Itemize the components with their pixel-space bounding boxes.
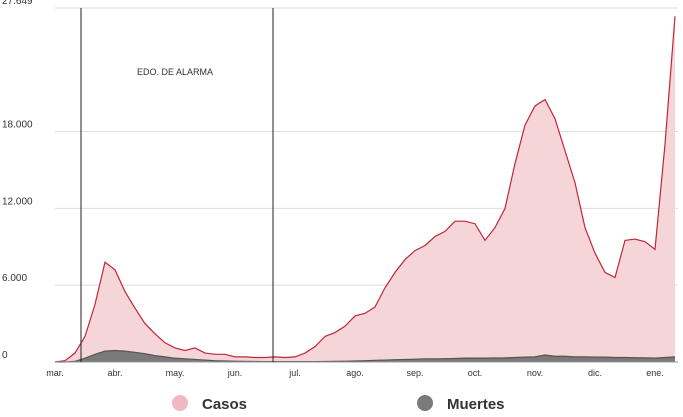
x-tick-label: jun.: [227, 368, 243, 378]
legend-label: Casos: [202, 396, 247, 413]
y-tick-label: 0: [2, 350, 8, 361]
x-tick-label: may.: [166, 368, 185, 378]
line: [54, 16, 676, 363]
area: [55, 350, 675, 362]
line: [55, 349, 676, 363]
legend-marker: [172, 395, 188, 411]
y-tick-label: 12.000: [2, 196, 33, 207]
y-tick-label: 18.000: [2, 120, 33, 131]
x-tick-label: oct.: [468, 368, 483, 378]
x-tick-label: dic.: [588, 368, 602, 378]
x-tick-label: jul.: [288, 368, 301, 378]
x-tick-label: sep.: [406, 368, 423, 378]
x-tick-label: nov.: [527, 368, 543, 378]
x-tick-label: abr.: [107, 368, 122, 378]
y-tick-label: 27.649: [2, 0, 33, 7]
y-tick-label: 6.000: [2, 273, 27, 284]
area: [55, 16, 675, 362]
x-tick-label: ene.: [646, 368, 664, 378]
x-tick-label: mar.: [46, 368, 64, 378]
x-tick-label: ago.: [346, 368, 364, 378]
legend-label: Muertes: [447, 396, 505, 413]
annotation: EDO. DE ALARMA: [137, 67, 213, 77]
legend-marker: [417, 395, 433, 411]
